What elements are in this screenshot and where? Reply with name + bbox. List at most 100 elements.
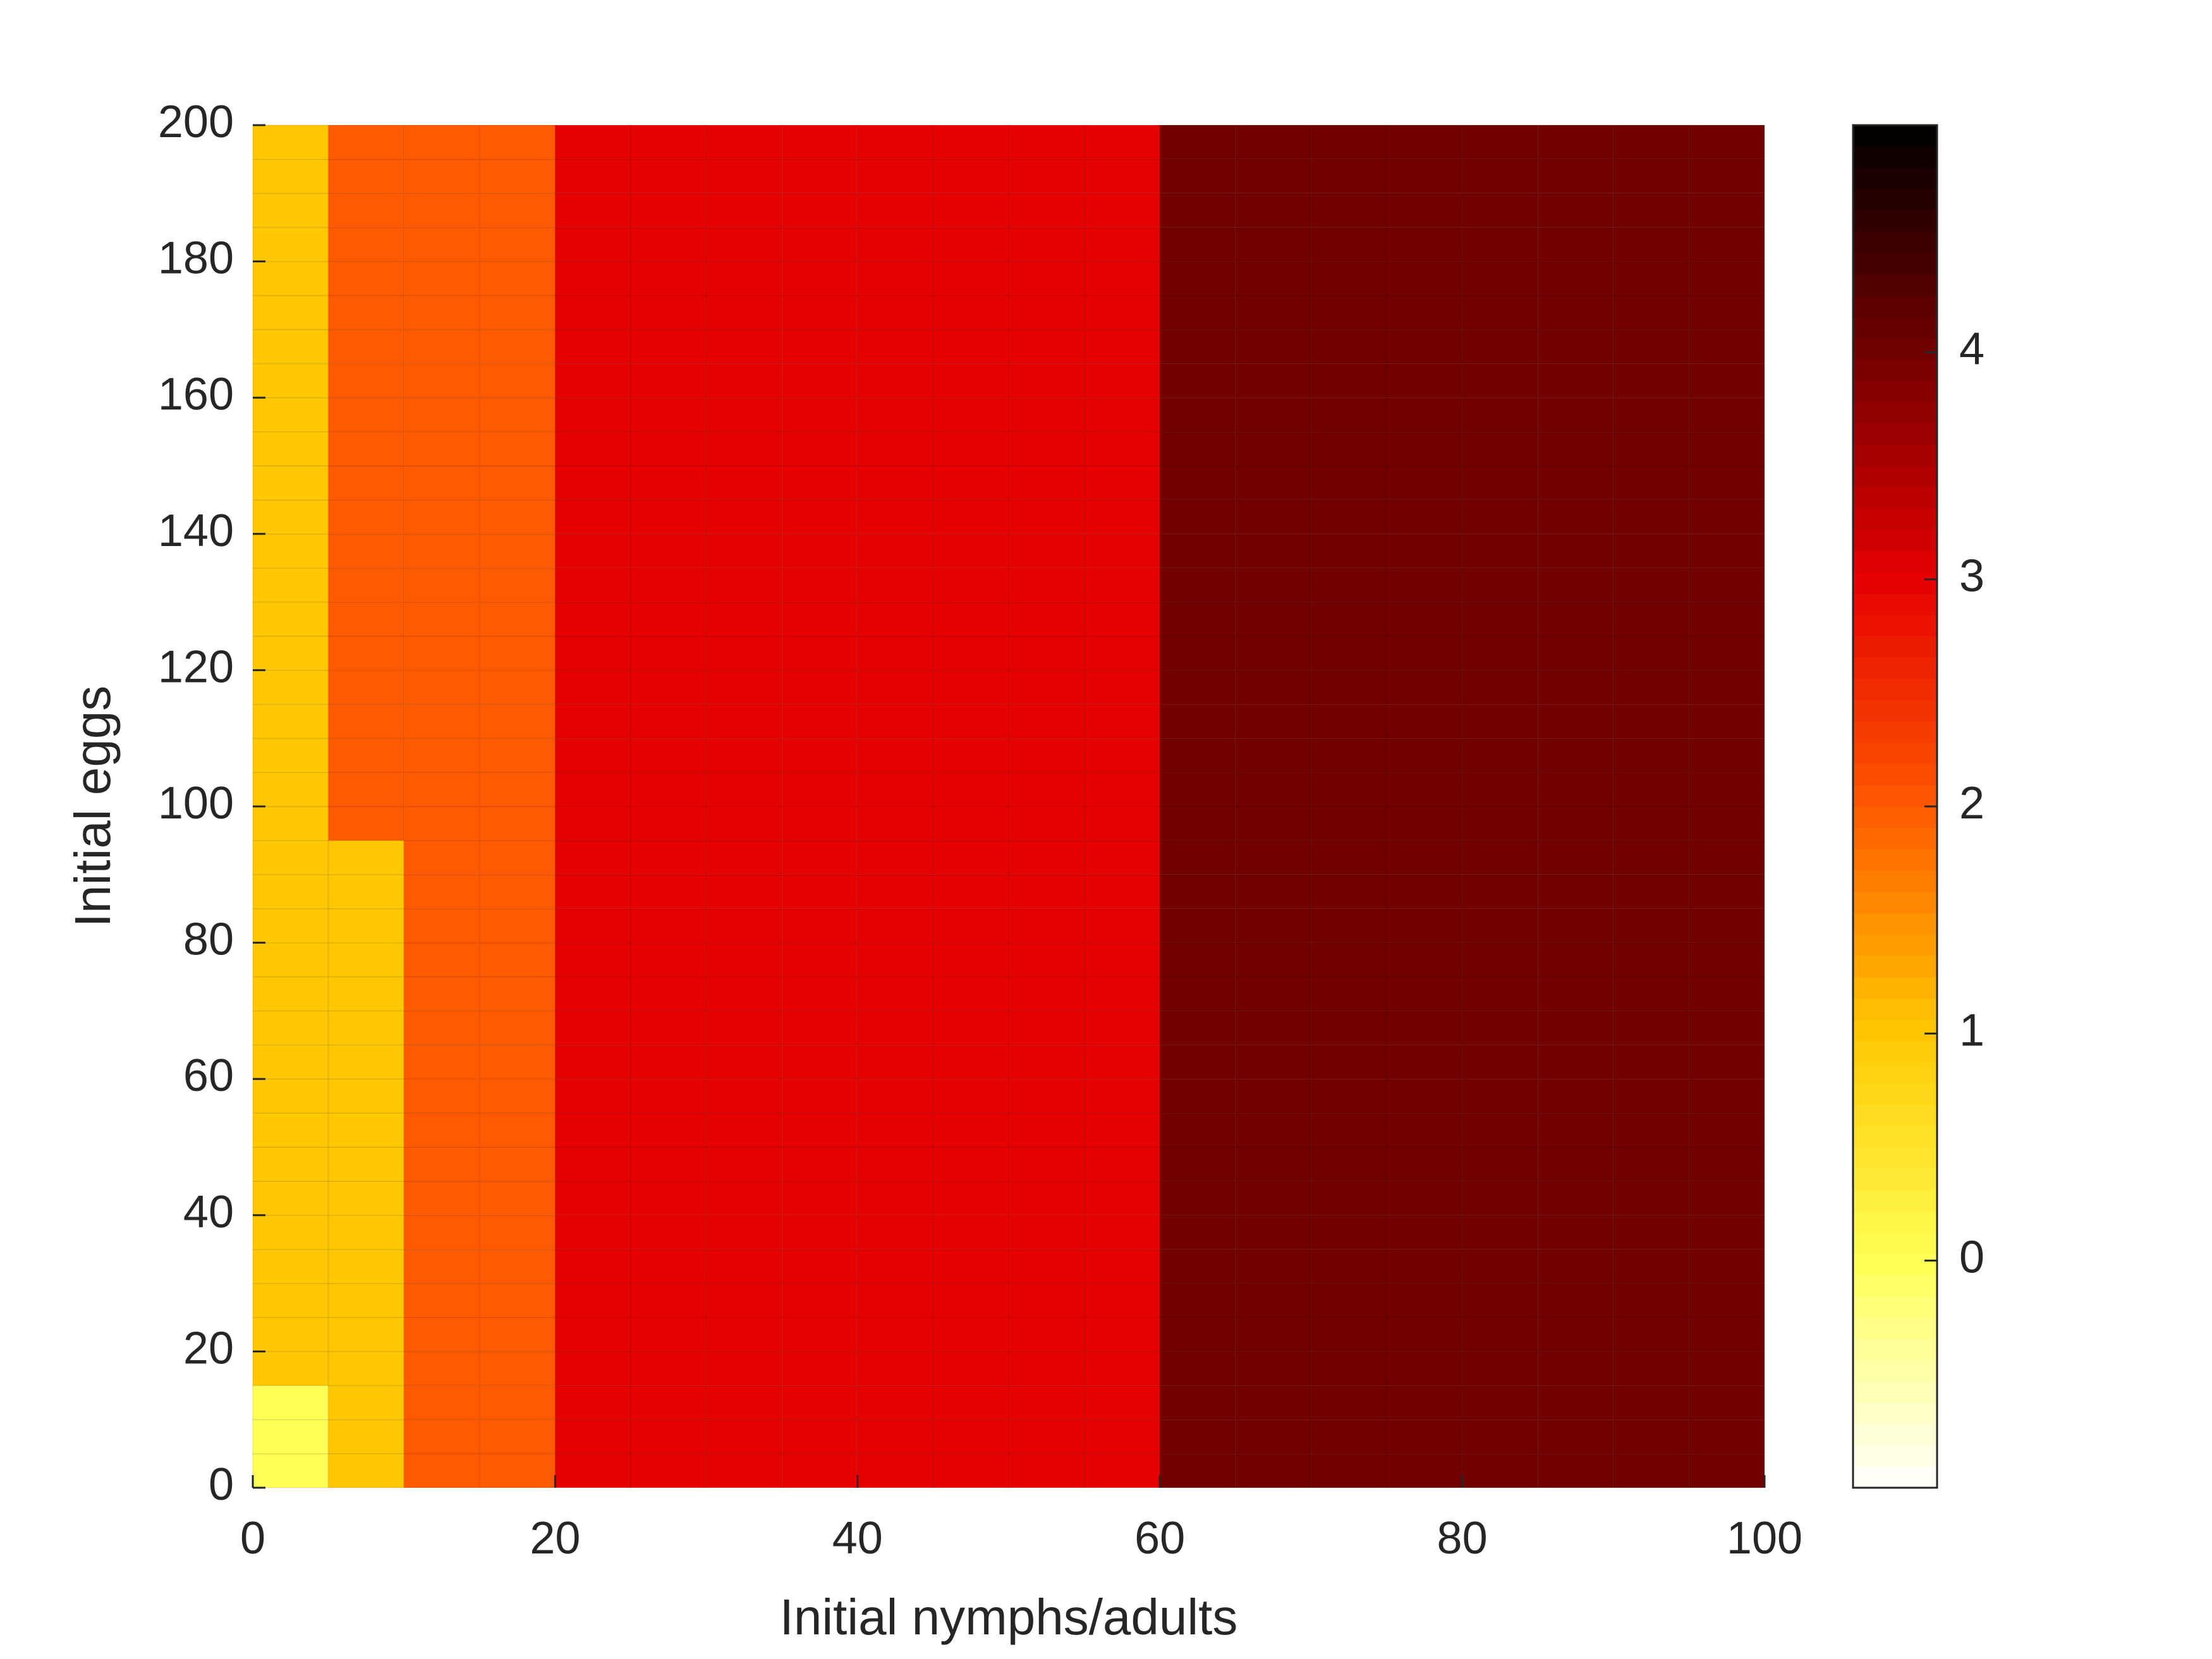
heat-cell bbox=[1159, 772, 1236, 807]
heat-cell bbox=[1386, 806, 1463, 841]
heat-cell bbox=[252, 465, 329, 501]
heat-cell bbox=[327, 158, 405, 194]
colorbar-step bbox=[1853, 806, 1937, 829]
heat-cell bbox=[478, 431, 556, 466]
heat-cell bbox=[1461, 567, 1539, 603]
heat-cell bbox=[1612, 125, 1690, 160]
heat-cell bbox=[630, 1146, 707, 1182]
heat-cell bbox=[630, 295, 707, 331]
heat-cell bbox=[1234, 125, 1312, 160]
heat-cell bbox=[856, 1078, 934, 1114]
heat-cell bbox=[478, 942, 556, 978]
colorbar-step bbox=[1853, 1062, 1937, 1084]
heat-cell bbox=[1234, 499, 1312, 535]
heat-cell bbox=[1688, 1146, 1765, 1182]
heat-cell bbox=[705, 1316, 783, 1352]
heat-cell bbox=[554, 1248, 632, 1284]
colorbar-step bbox=[1853, 295, 1937, 317]
heat-cell bbox=[1537, 192, 1614, 228]
heat-cell bbox=[932, 772, 1010, 807]
heat-cell bbox=[1612, 1419, 1690, 1455]
heat-cell bbox=[1688, 839, 1765, 875]
heat-cell bbox=[1159, 942, 1236, 978]
heat-cell bbox=[1234, 192, 1312, 228]
heat-cell bbox=[932, 1078, 1010, 1114]
heat-cell bbox=[1159, 1180, 1236, 1216]
heat-cell bbox=[1612, 1282, 1690, 1318]
heat-cell bbox=[327, 1180, 405, 1216]
colorbar-step bbox=[1853, 1211, 1937, 1233]
heat-cell bbox=[403, 806, 480, 841]
heat-cell bbox=[1310, 703, 1387, 739]
colorbar-step bbox=[1853, 1168, 1937, 1190]
heat-cell bbox=[554, 1112, 632, 1148]
heat-cell bbox=[1612, 397, 1690, 433]
heat-cell bbox=[1688, 1078, 1765, 1114]
heat-cell bbox=[932, 533, 1010, 569]
heat-cell bbox=[1159, 1078, 1236, 1114]
heat-cell bbox=[630, 1419, 707, 1455]
heat-cell bbox=[1461, 772, 1539, 807]
heat-cell bbox=[252, 635, 329, 671]
heat-cell bbox=[932, 908, 1010, 944]
heat-cell bbox=[1537, 772, 1614, 807]
heat-cell bbox=[554, 125, 632, 160]
heat-cell bbox=[781, 260, 858, 296]
heat-cell bbox=[705, 1351, 783, 1387]
heat-cell bbox=[856, 1010, 934, 1046]
heat-cell bbox=[1461, 839, 1539, 875]
heat-cell bbox=[1386, 1112, 1463, 1148]
heat-cell bbox=[403, 839, 480, 875]
heat-cell bbox=[1688, 1419, 1765, 1455]
heat-cell bbox=[856, 976, 934, 1012]
colorbar-step bbox=[1853, 1232, 1937, 1254]
heat-cell bbox=[1688, 1112, 1765, 1148]
heat-cell bbox=[932, 192, 1010, 228]
heat-cell bbox=[403, 260, 480, 296]
colorbar-step bbox=[1853, 1445, 1937, 1467]
heat-cell bbox=[327, 1282, 405, 1318]
heat-cell bbox=[554, 567, 632, 603]
heat-cell bbox=[1386, 1146, 1463, 1182]
heat-cell bbox=[781, 1214, 858, 1250]
colorbar-step bbox=[1853, 1104, 1937, 1126]
heat-cell bbox=[1688, 1248, 1765, 1284]
heat-cell bbox=[630, 431, 707, 466]
colorbar-step bbox=[1853, 189, 1937, 211]
heat-cell bbox=[1537, 363, 1614, 399]
heat-cell bbox=[856, 1316, 934, 1352]
heat-cell bbox=[1386, 158, 1463, 194]
colorbar-step bbox=[1853, 721, 1937, 743]
heat-cell bbox=[1310, 329, 1387, 365]
heat-cell bbox=[1310, 942, 1387, 978]
heat-cell bbox=[252, 1351, 329, 1387]
colorbar-step bbox=[1853, 1040, 1937, 1062]
heat-cell bbox=[554, 226, 632, 262]
heat-cell bbox=[781, 942, 858, 978]
heat-cell bbox=[856, 533, 934, 569]
heat-cell bbox=[932, 158, 1010, 194]
colorbar-step bbox=[1853, 274, 1937, 296]
heat-cell bbox=[1083, 839, 1161, 875]
heat-cell bbox=[327, 635, 405, 671]
heat-cell bbox=[781, 1078, 858, 1114]
heat-cell bbox=[1310, 260, 1387, 296]
heat-cell bbox=[1008, 1214, 1085, 1250]
heat-cell bbox=[1688, 260, 1765, 296]
heat-cell bbox=[1159, 1248, 1236, 1284]
heat-cell bbox=[478, 1351, 556, 1387]
heat-cell bbox=[1008, 635, 1085, 671]
heat-cell bbox=[1234, 363, 1312, 399]
heat-cell bbox=[932, 226, 1010, 262]
heat-cell bbox=[1612, 567, 1690, 603]
heat-cell bbox=[1461, 908, 1539, 944]
heat-cell bbox=[705, 635, 783, 671]
heat-cell bbox=[1234, 1316, 1312, 1352]
heat-cell bbox=[554, 976, 632, 1012]
heat-cell bbox=[554, 839, 632, 875]
heat-cell bbox=[1159, 1112, 1236, 1148]
colorbar-step bbox=[1853, 976, 1937, 999]
heat-cell bbox=[856, 260, 934, 296]
heat-cell bbox=[478, 226, 556, 262]
heat-cell bbox=[478, 158, 556, 194]
